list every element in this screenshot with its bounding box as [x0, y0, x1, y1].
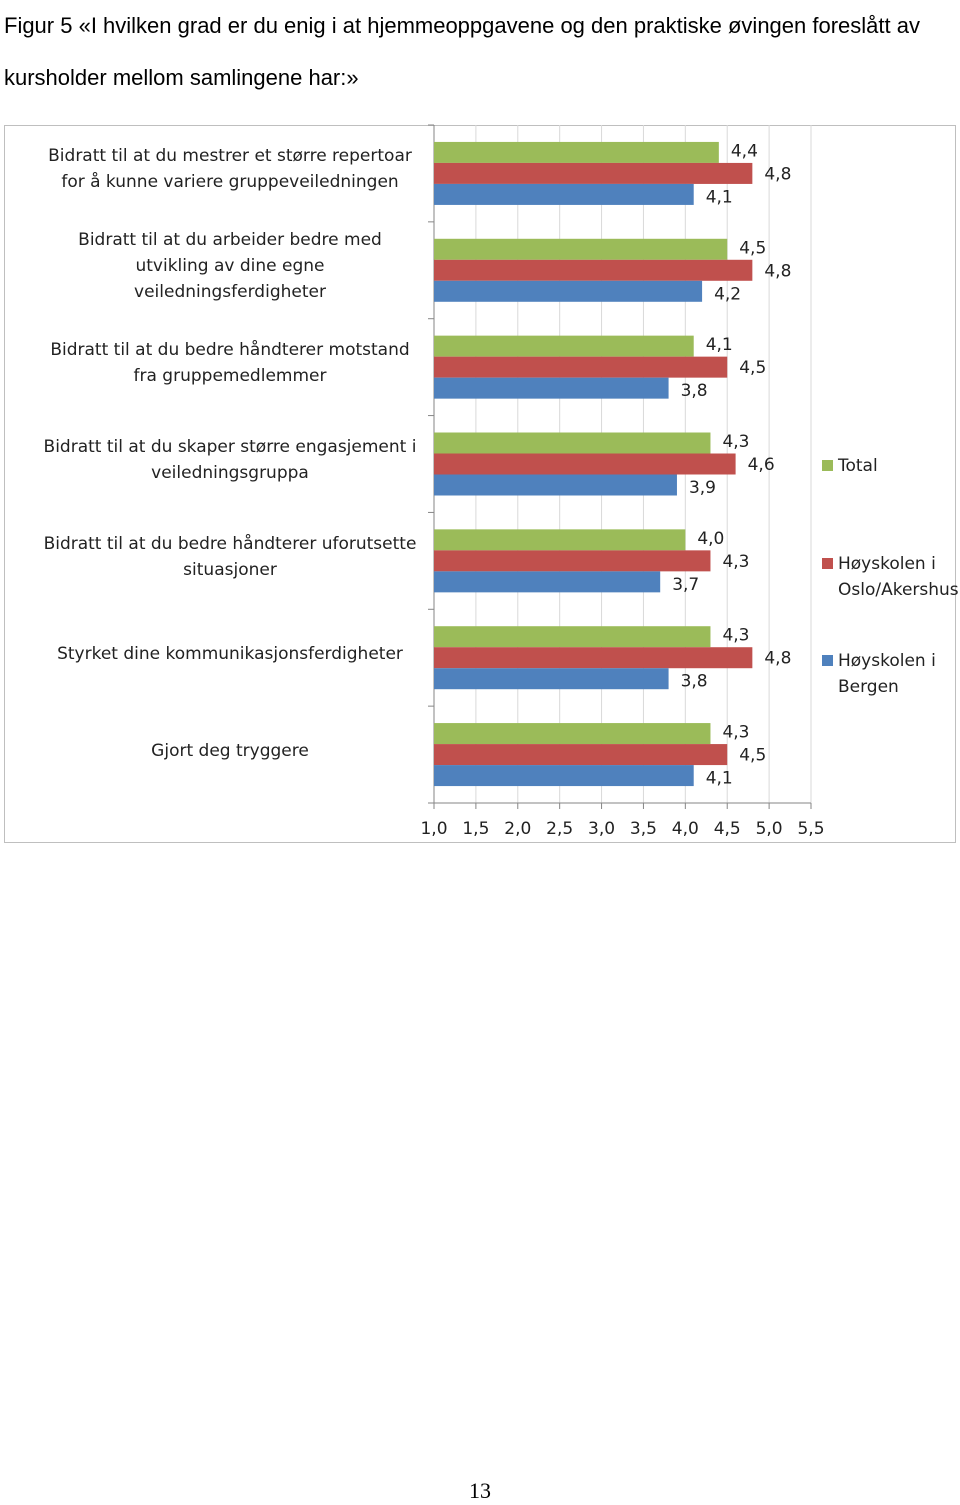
- bar: [434, 280, 703, 302]
- value-label: 4,0: [697, 529, 724, 549]
- bar: [434, 377, 669, 399]
- value-label: 4,1: [706, 769, 733, 789]
- category-label: Bidratt til at du arbeider bedre med utv…: [78, 230, 382, 303]
- value-label: 4,5: [739, 746, 766, 766]
- bar: [434, 141, 719, 163]
- value-label: 4,8: [764, 261, 791, 281]
- x-tick-label: 5,5: [797, 819, 824, 839]
- x-tick-label: 4,0: [672, 819, 699, 839]
- value-label: 3,8: [681, 381, 708, 401]
- value-label: 4,4: [731, 141, 758, 161]
- bar: [434, 432, 711, 454]
- bar: [434, 356, 728, 378]
- x-tick-label: 4,5: [714, 819, 741, 839]
- x-tick-label: 3,5: [630, 819, 657, 839]
- page-number: 13: [469, 1478, 491, 1503]
- category-label: Bidratt til at du bedre håndterer uforut…: [43, 533, 417, 580]
- bar: [434, 571, 661, 593]
- category-label: Bidratt til at du bedre håndterer motsta…: [50, 340, 410, 387]
- legend-label: Høyskolen i Oslo/Akershus: [838, 554, 959, 600]
- x-tick-label: 1,0: [420, 819, 447, 839]
- x-tick-label: 3,0: [588, 819, 615, 839]
- bar: [434, 453, 736, 475]
- x-tick-label: 1,5: [462, 819, 489, 839]
- category-label: Styrket dine kommunikasjonsferdigheter: [57, 643, 403, 664]
- value-label: 3,8: [681, 672, 708, 692]
- value-label: 4,8: [764, 649, 791, 669]
- bar: [434, 335, 694, 357]
- chart: 1,0 1,5 2,0 2,5 3,0 3,5 4,0 4,5 5,0 5,5 4,4 4,8 4,1 4…: [420, 124, 833, 839]
- x-tick-label: 5,0: [756, 819, 783, 839]
- x-tick-label: 2,0: [504, 819, 531, 839]
- category-label: Bidratt til at du mestrer et større repe…: [48, 146, 412, 193]
- x-tick-label: 2,5: [546, 819, 573, 839]
- value-label: 4,3: [722, 626, 749, 646]
- bar: [434, 259, 753, 281]
- value-label: 4,5: [739, 238, 766, 258]
- bar: [434, 723, 711, 745]
- value-label: 4,3: [722, 552, 749, 572]
- bar: [434, 238, 728, 260]
- value-label: 4,1: [706, 335, 733, 355]
- value-label: 4,2: [714, 284, 741, 304]
- value-label: 4,6: [748, 455, 775, 475]
- chart-title: Figur 5 «I hvilken grad er du enig i at …: [4, 13, 920, 90]
- bar: [434, 529, 686, 551]
- legend-swatch: [822, 655, 833, 666]
- legend-label: Høyskolen i Bergen: [838, 651, 936, 697]
- bar: [434, 647, 753, 669]
- value-label: 4,3: [722, 723, 749, 743]
- legend-swatch: [822, 460, 833, 471]
- category-label: Gjort deg tryggere: [151, 740, 309, 761]
- legend-label: Total: [838, 456, 878, 476]
- bar: [434, 550, 711, 572]
- bar: [434, 183, 694, 205]
- value-label: 4,3: [722, 432, 749, 452]
- bar: [434, 162, 753, 184]
- value-label: 3,9: [689, 478, 716, 498]
- value-label: 3,7: [672, 575, 699, 595]
- legend-swatch: [822, 558, 833, 569]
- value-label: 4,8: [764, 164, 791, 184]
- value-label: 4,1: [706, 187, 733, 207]
- value-label: 4,5: [739, 358, 766, 378]
- category-label: Bidratt til at du skaper større engasjem…: [43, 437, 417, 483]
- bar: [434, 765, 694, 787]
- bar: [434, 744, 728, 766]
- bar: [434, 668, 669, 690]
- bar: [434, 474, 677, 496]
- bar: [434, 626, 711, 648]
- chart-frame: [4, 125, 956, 843]
